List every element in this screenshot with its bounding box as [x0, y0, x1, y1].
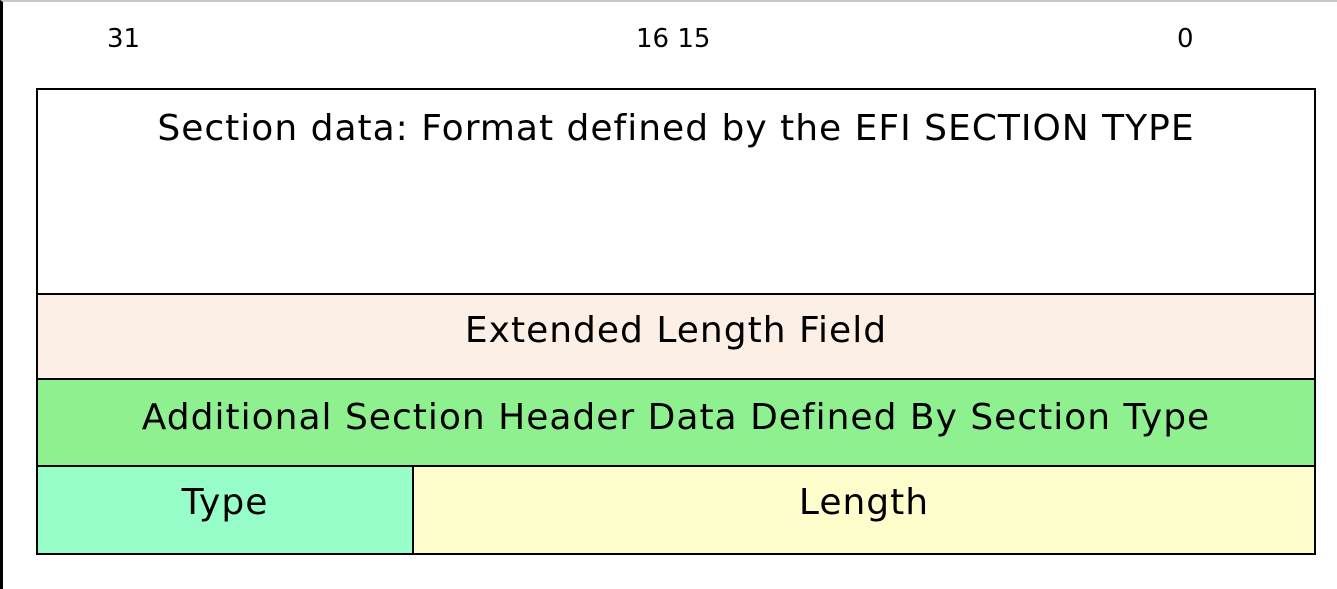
additional-header-data-block: Additional Section Header Data Defined B… [36, 378, 1316, 467]
length-field: Length [412, 465, 1316, 555]
extended-length-label: Extended Length Field [464, 310, 888, 351]
type-field: Type [36, 465, 414, 555]
length-label: Length [798, 482, 930, 523]
additional-header-label: Additional Section Header Data Defined B… [141, 397, 1211, 438]
section-data-block: Section data: Format defined by the EFI … [36, 88, 1316, 295]
bit-label-31: 31 [107, 24, 141, 54]
bit-label-16-15: 16 15 [636, 24, 711, 54]
section-data-label: Section data: Format defined by the EFI … [157, 108, 1195, 149]
bit-label-0: 0 [1177, 24, 1194, 54]
type-label: Type [181, 482, 269, 523]
extended-length-field: Extended Length Field [36, 293, 1316, 380]
type-length-row: Type Length [36, 465, 1316, 555]
